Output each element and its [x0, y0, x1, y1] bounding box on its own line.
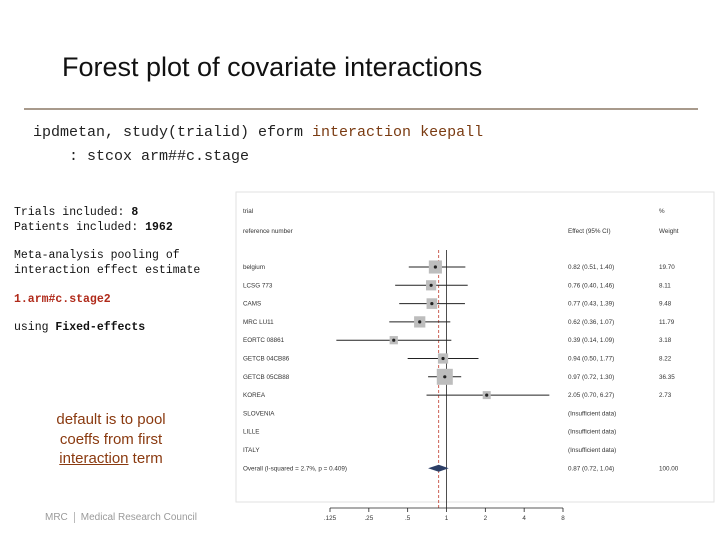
patients-label: Patients included:	[14, 221, 146, 234]
note-tail: term	[128, 450, 163, 467]
overall-weight: 100.00	[659, 465, 679, 472]
study-ci: 0.39 (0.14, 1.09)	[568, 337, 614, 344]
study-ci: 0.76 (0.40, 1.46)	[568, 282, 614, 289]
using-label: using	[14, 321, 56, 334]
x-tick-label: 2	[484, 515, 488, 522]
footer-org-name: Medical Research Council	[80, 512, 197, 524]
study-weight: 8.11	[659, 282, 671, 289]
patients-included: Patients included: 1962	[14, 220, 173, 235]
study-weight: 9.48	[659, 301, 672, 308]
code-keywords: interaction keepall	[312, 124, 484, 141]
annotation-note: default is to pool coeffs from first int…	[30, 410, 192, 469]
study-ci: 2.05 (0.70, 6.27)	[568, 392, 614, 399]
study-label: GETCB 04CB86	[243, 356, 290, 363]
study-label: belgium	[243, 264, 265, 271]
study-weight: 36.35	[659, 374, 675, 381]
x-tick-label: 4	[522, 515, 526, 522]
footer-separator	[73, 512, 75, 523]
header-weight: Weight	[659, 228, 679, 235]
header-trial: trial	[243, 208, 253, 215]
note-underlined: interaction	[59, 450, 129, 467]
title-divider	[24, 108, 698, 110]
interaction-term: 1.arm#c.stage2	[14, 293, 111, 306]
x-tick-label: .5	[405, 515, 411, 522]
study-point	[441, 356, 445, 361]
study-ci: 0.62 (0.36, 1.07)	[568, 319, 614, 326]
x-tick-label: 1	[445, 515, 449, 522]
overall-ci: 0.87 (0.72, 1.04)	[568, 465, 614, 472]
mrc-logo: MRC	[45, 512, 68, 524]
x-tick-label: 8	[561, 515, 565, 522]
header-percent: %	[659, 208, 665, 215]
note-line-2: coeffs from first	[59, 430, 163, 448]
study-weight: 3.18	[659, 337, 672, 344]
trials-label: Trials included:	[14, 206, 132, 219]
study-point	[433, 265, 437, 269]
forest-plot: trial reference number Effect (95% CI)% Wei…	[235, 191, 715, 522]
study-point	[418, 320, 422, 324]
study-ci: 0.82 (0.51, 1.40)	[568, 264, 614, 271]
code-line-1: ipdmetan, study(trialid) eform interacti…	[33, 124, 483, 141]
x-tick-label: .125	[324, 515, 337, 522]
study-label: ITALY	[243, 447, 260, 454]
study-label: EORTC 08861	[243, 337, 285, 344]
study-point	[485, 393, 489, 397]
overall-diamond	[428, 464, 449, 472]
study-weight: 11.79	[659, 319, 675, 326]
study-ci: 0.77 (0.43, 1.39)	[568, 301, 614, 308]
study-label: SLOVENIA	[243, 410, 275, 417]
study-ci: (Insufficient data)	[568, 447, 616, 454]
note-line-3: interaction term	[30, 449, 192, 469]
header-effect: Effect (95% CI)	[568, 228, 611, 235]
study-weight: 2.73	[659, 392, 672, 399]
header-reference-number: reference number	[243, 228, 293, 235]
footer: MRC Medical Research Council	[45, 512, 197, 523]
x-tick-label: .25	[364, 515, 373, 522]
trials-value: 8	[131, 206, 139, 219]
meta-line-1: Meta-analysis pooling of	[14, 249, 180, 262]
code-line-2: : stcox arm##c.stage	[33, 148, 250, 165]
study-point	[443, 375, 447, 379]
meta-line-2: interaction effect estimate	[14, 264, 201, 277]
study-weight: 19.70	[659, 264, 675, 271]
study-point	[392, 338, 396, 342]
study-ci: 0.94 (0.50, 1.77)	[568, 356, 614, 363]
study-point	[429, 283, 433, 287]
trials-included: Trials included: 8	[14, 205, 138, 220]
note-line-1: default is to pool	[56, 411, 166, 428]
study-weight: 8.22	[659, 356, 672, 363]
study-point	[430, 302, 434, 306]
study-label: LILLE	[243, 429, 259, 436]
study-ci: 0.97 (0.72, 1.30)	[568, 374, 614, 381]
pooling-method: using Fixed-effects	[14, 320, 145, 335]
plot-frame	[235, 191, 715, 503]
study-ci: (Insufficient data)	[568, 410, 616, 417]
study-label: KOREA	[243, 392, 266, 399]
using-value: Fixed-effects	[55, 321, 146, 334]
study-label: CAMS	[243, 301, 261, 308]
slide-title: Forest plot of covariate interactions	[62, 52, 483, 82]
code-command: ipdmetan, study(trialid) eform	[33, 124, 313, 141]
study-label: GETCB 05CB88	[243, 374, 290, 381]
study-label: LCSG 773	[243, 282, 273, 289]
study-label: MRC LU11	[243, 319, 274, 326]
overall-label: Overall (I-squared = 2.7%, p = 0.409)	[243, 465, 347, 472]
patients-value: 1962	[145, 221, 173, 234]
study-ci: (Insufficient data)	[568, 429, 616, 436]
